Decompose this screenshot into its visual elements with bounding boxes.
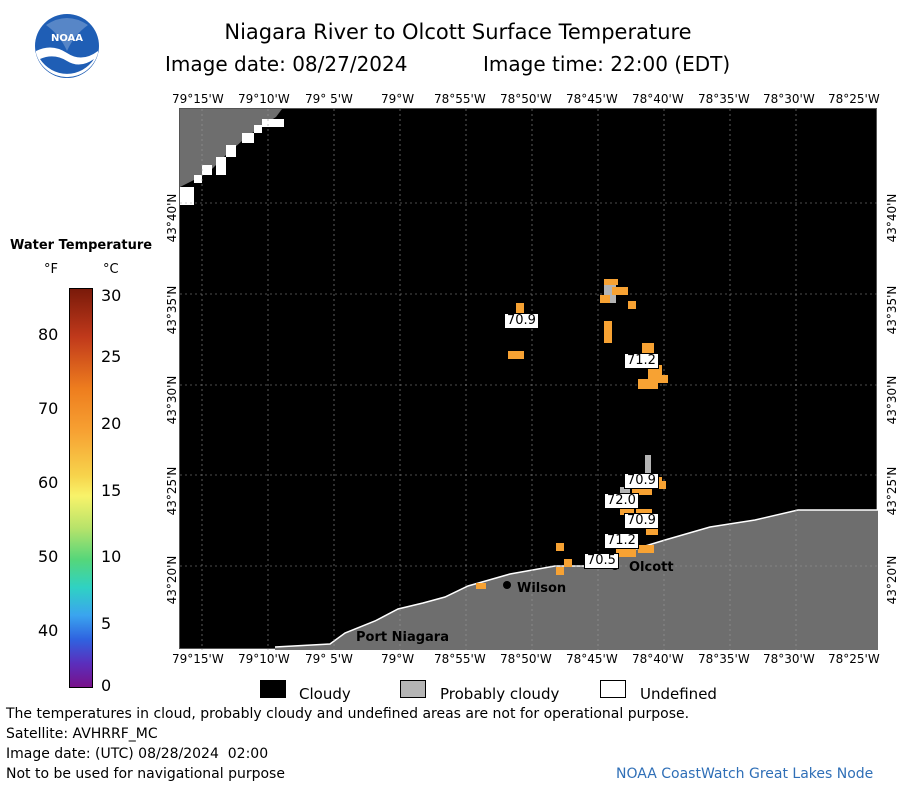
- lon-label-bottom: 79°15'W: [172, 652, 224, 666]
- colorbar-f-tick: 40: [38, 621, 59, 640]
- lon-label-bottom: 78°55'W: [434, 652, 486, 666]
- colorbar-c-tick: 25: [101, 347, 122, 366]
- lon-label-top: 78°40'W: [632, 92, 684, 106]
- colorbar-f-tick: 70: [38, 399, 59, 418]
- temperature-label: 70.9: [624, 513, 659, 529]
- lon-label-bottom: 78°25'W: [828, 652, 880, 666]
- colorbar-f-tick: 60: [38, 473, 59, 492]
- shoreline: [274, 509, 878, 648]
- temperature-label: 72.0: [604, 493, 639, 509]
- legend-probably-cloudy-label: Probably cloudy: [440, 685, 560, 703]
- colorbar-f-tick: 80: [38, 325, 59, 344]
- temperature-label: 70.9: [504, 313, 539, 329]
- port-niagara-label: Port Niagara: [356, 630, 449, 645]
- wilson-marker: [503, 581, 511, 589]
- image-date: Image date: 08/27/2024: [165, 52, 408, 76]
- colorbar-c-unit: °C: [103, 262, 119, 277]
- lat-label-right: 43°25'N: [885, 466, 899, 516]
- lat-label-right: 43°20'N: [885, 555, 899, 605]
- lat-label-left: 43°30'N: [165, 375, 179, 425]
- olcott-label: Olcott: [629, 560, 674, 575]
- noaa-logo-text: NOAA: [50, 33, 84, 44]
- lat-label-right: 43°35'N: [885, 285, 899, 335]
- lon-label-bottom: 78°30'W: [763, 652, 815, 666]
- image-time: Image time: 22:00 (EDT): [483, 52, 731, 76]
- temperature-label: 71.2: [624, 353, 659, 369]
- footer-nav-warning: Not to be used for navigational purpose: [6, 766, 285, 782]
- temperature-map[interactable]: 70.9 71.2 70.9 72.0 70.9 71.2 70.5 Wilso…: [179, 108, 878, 650]
- legend-cloudy-swatch: [260, 680, 286, 698]
- lon-label-top: 79°10'W: [238, 92, 290, 106]
- lon-label-top: 79°W: [381, 92, 415, 106]
- lon-label-top: 78°45'W: [566, 92, 618, 106]
- colorbar-title: Water Temperature: [10, 238, 153, 253]
- colorbar-c-tick: 10: [101, 547, 122, 566]
- temperature-label: 70.5: [584, 553, 619, 569]
- colorbar-c-tick: 0: [101, 676, 112, 695]
- wilson-label: Wilson: [517, 581, 567, 596]
- lat-label-left: 43°25'N: [165, 466, 179, 516]
- legend-undefined-label: Undefined: [640, 685, 717, 703]
- lon-label-top: 78°50'W: [500, 92, 552, 106]
- lon-label-bottom: 78°40'W: [632, 652, 684, 666]
- lon-label-bottom: 78°35'W: [698, 652, 750, 666]
- footer-credit[interactable]: NOAA CoastWatch Great Lakes Node: [616, 766, 874, 782]
- lon-label-top: 79° 5'W: [305, 92, 353, 106]
- lat-label-left: 43°20'N: [165, 555, 179, 605]
- legend-probably-cloudy-swatch: [400, 680, 426, 698]
- lon-label-top: 78°25'W: [828, 92, 880, 106]
- colorbar-f-unit: °F: [44, 262, 58, 277]
- warm-water-pixels: [476, 279, 668, 589]
- lat-label-right: 43°30'N: [885, 375, 899, 425]
- footer-satellite: Satellite: AVHRRF_MC: [6, 726, 158, 742]
- lon-label-top: 78°30'W: [763, 92, 815, 106]
- lon-label-bottom: 78°50'W: [500, 652, 552, 666]
- map-title: Niagara River to Olcott Surface Temperat…: [224, 20, 692, 44]
- legend-undefined-swatch: [600, 680, 626, 698]
- lat-label-right: 43°40'N: [885, 193, 899, 243]
- colorbar-c-tick: 20: [101, 414, 122, 433]
- colorbar: [69, 288, 93, 688]
- lon-label-top: 78°35'W: [698, 92, 750, 106]
- lat-label-left: 43°40'N: [165, 193, 179, 243]
- footer-utc-date: Image date: (UTC) 08/28/2024 02:00: [6, 746, 269, 762]
- footer-disclaimer: The temperatures in cloud, probably clou…: [6, 706, 690, 722]
- temperature-label: 70.9: [624, 473, 659, 489]
- colorbar-c-tick: 30: [101, 286, 122, 305]
- lon-label-bottom: 78°45'W: [566, 652, 618, 666]
- legend-cloudy-label: Cloudy: [299, 685, 351, 703]
- lat-label-left: 43°35'N: [165, 285, 179, 335]
- lon-label-bottom: 79° 5'W: [305, 652, 353, 666]
- undefined-pixels: [180, 119, 284, 205]
- colorbar-c-tick: 15: [101, 481, 122, 500]
- us-land: [275, 510, 878, 650]
- lon-label-top: 78°55'W: [434, 92, 486, 106]
- colorbar-c-tick: 5: [101, 614, 112, 633]
- temperature-label: 71.2: [604, 533, 639, 549]
- colorbar-f-tick: 50: [38, 547, 59, 566]
- lon-label-bottom: 79°W: [381, 652, 415, 666]
- lon-label-bottom: 79°10'W: [238, 652, 290, 666]
- noaa-logo: NOAA: [34, 13, 100, 79]
- lon-label-top: 79°15'W: [172, 92, 224, 106]
